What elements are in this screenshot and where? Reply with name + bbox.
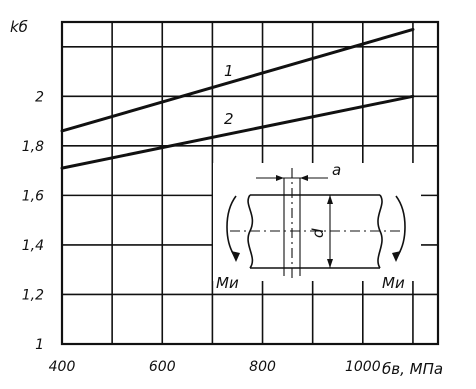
series-line-1 <box>60 27 415 133</box>
moment-left-label: Mи <box>216 274 239 292</box>
series-label-1: 1 <box>224 62 234 80</box>
y-tick-label: 1,6 <box>22 188 44 204</box>
x-axis-label: бв, МПа <box>382 360 443 378</box>
x-tick-label: 400 <box>49 359 76 375</box>
inset-background <box>213 163 421 281</box>
series-line-2 <box>60 94 415 170</box>
y-tick-label: 2 <box>35 89 44 105</box>
y-tick-label: 1,2 <box>22 287 44 303</box>
x-tick-label: 1000 <box>345 359 381 375</box>
moment-right-label: Mи <box>382 274 405 292</box>
dimension-d-label: d <box>309 228 327 238</box>
x-tick-label: 600 <box>149 359 176 375</box>
moment-left-arrowhead <box>231 251 240 262</box>
y-tick-label: 1,8 <box>22 139 44 155</box>
inset-diagram: a d Mи Mи <box>213 161 421 292</box>
y-tick-labels: 1 1,2 1,4 1,6 1,8 2 <box>22 89 44 353</box>
x-tick-label: 800 <box>249 359 276 375</box>
dimension-a-label: a <box>332 161 341 179</box>
y-tick-label: 1,4 <box>22 238 44 254</box>
dimension-d-arrow-top <box>327 195 333 204</box>
y-axis-label: kб <box>10 18 28 36</box>
series-label-2: 2 <box>224 110 234 128</box>
x-tick-labels: 400 600 800 1000 <box>49 359 381 375</box>
series-lines <box>60 27 415 170</box>
dimension-a-arrow-left <box>276 175 284 181</box>
moment-right-arrowhead <box>392 251 401 262</box>
y-tick-label: 1 <box>35 337 44 353</box>
plot-frame <box>60 20 440 346</box>
dimension-a-arrow-right <box>300 175 308 181</box>
dimension-d-arrow-bottom <box>327 259 333 268</box>
